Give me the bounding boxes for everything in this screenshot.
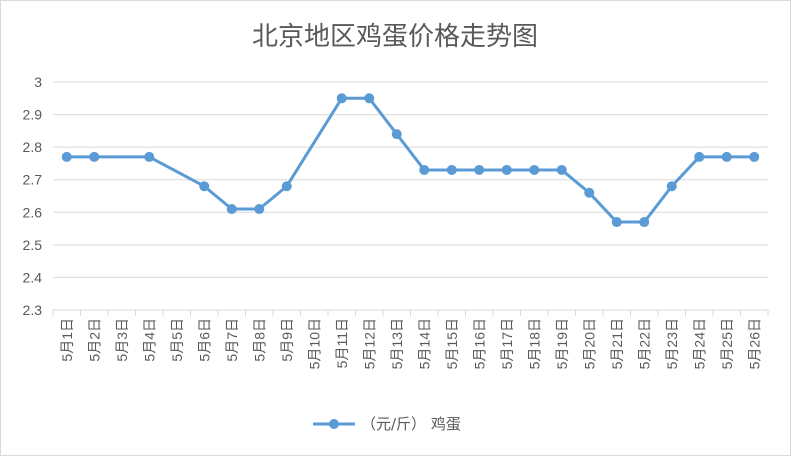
- chart-title: 北京地区鸡蛋价格走势图: [252, 22, 538, 52]
- y-tick-label: 2.3: [23, 302, 43, 318]
- data-point: [254, 204, 265, 215]
- x-tick-label: 5月7日: [224, 318, 240, 362]
- data-point: [281, 181, 292, 192]
- x-tick-label: 5月4日: [141, 318, 157, 362]
- series-egg-price: [61, 93, 760, 228]
- x-tick-label: 5月8日: [251, 318, 267, 362]
- data-point: [611, 217, 622, 228]
- y-axis: 2.3 2.4 2.5 2.6 2.7 2.8 2.9 3: [23, 74, 43, 318]
- x-tick-label: 5月14日: [416, 318, 432, 369]
- x-tick-label: 5月10日: [306, 318, 322, 369]
- data-point: [446, 164, 457, 175]
- x-tick-label: 5月1日: [59, 318, 75, 362]
- data-point: [144, 151, 155, 162]
- y-tick-label: 2.7: [23, 172, 43, 188]
- x-tick-label: 5月19日: [554, 318, 570, 369]
- y-tick-label: 2.6: [23, 204, 43, 220]
- x-tick-label: 5月2日: [86, 318, 102, 362]
- data-point: [89, 151, 100, 162]
- x-tick-label: 5月16日: [471, 318, 487, 369]
- data-point: [501, 164, 512, 175]
- data-point: [364, 93, 375, 104]
- grid-lines: [53, 81, 768, 311]
- y-tick-label: 2.9: [23, 107, 43, 123]
- x-tick-label: 5月21日: [609, 318, 625, 369]
- x-tick-label: 5月17日: [499, 318, 515, 369]
- legend: （元/斤） 鸡蛋: [313, 415, 461, 433]
- x-tick-label: 5月24日: [691, 318, 707, 369]
- y-tick-label: 2.5: [23, 237, 43, 253]
- x-tick-label: 5月12日: [361, 318, 377, 369]
- x-tick-label: 5月9日: [279, 318, 295, 362]
- data-point: [749, 151, 760, 162]
- data-point: [419, 164, 430, 175]
- data-point: [694, 151, 705, 162]
- x-tick-label: 5月20日: [581, 318, 597, 369]
- x-tick-label: 5月11日: [334, 318, 350, 368]
- x-tick-label: 5月5日: [169, 318, 185, 362]
- data-point: [666, 181, 677, 192]
- x-tick-label: 5月6日: [196, 318, 212, 362]
- data-point: [721, 151, 732, 162]
- x-tick-label: 5月3日: [114, 318, 130, 362]
- x-tick-label: 5月15日: [444, 318, 460, 369]
- data-point: [199, 181, 210, 192]
- x-tick-label: 5月25日: [719, 318, 735, 369]
- legend-label: （元/斤） 鸡蛋: [361, 415, 461, 433]
- data-point: [474, 164, 485, 175]
- x-axis: 5月1日 5月2日 5月3日 5月4日 5月5日 5月6日 5月7日 5月8日 5月9日 5月10…: [52, 309, 769, 369]
- data-point: [61, 151, 72, 162]
- data-point: [639, 217, 650, 228]
- x-tick-label: 5月13日: [389, 318, 405, 369]
- data-point: [584, 187, 595, 198]
- series-line: [66, 96, 755, 224]
- y-tick-label: 2.8: [23, 139, 43, 155]
- data-point: [556, 164, 567, 175]
- y-tick-label: 2.4: [23, 269, 43, 285]
- x-tick-label: 5月23日: [664, 318, 680, 369]
- legend-marker: [329, 419, 339, 429]
- y-tick-label: 3: [34, 74, 42, 90]
- data-point: [226, 204, 237, 215]
- data-point: [391, 129, 402, 140]
- x-tick-label: 5月26日: [746, 318, 762, 369]
- data-point: [336, 93, 347, 104]
- x-tick-label: 5月18日: [526, 318, 542, 369]
- x-tick-label: 5月22日: [636, 318, 652, 369]
- data-point: [529, 164, 540, 175]
